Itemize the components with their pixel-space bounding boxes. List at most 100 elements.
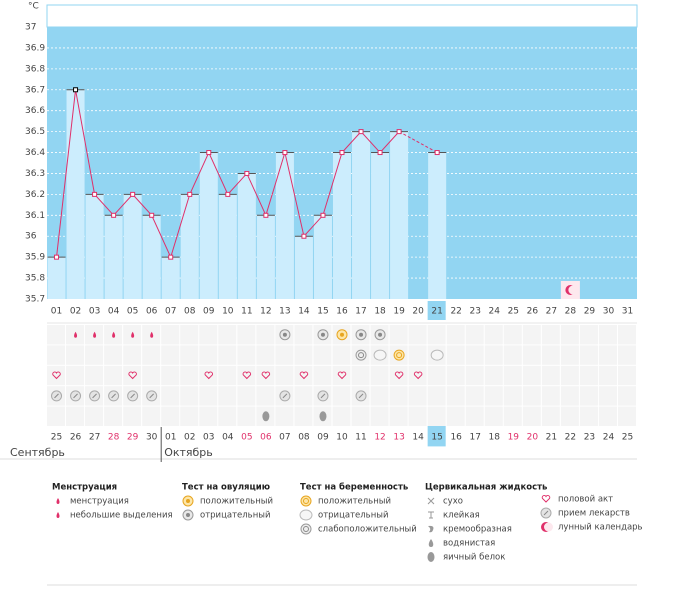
cell	[294, 325, 313, 345]
circle	[393, 349, 405, 361]
cell	[465, 386, 484, 406]
icon-pr-neg	[373, 349, 387, 361]
icon-ov-neg	[317, 329, 329, 341]
stroke	[358, 393, 364, 399]
icon-pill	[317, 390, 329, 402]
icon-pill	[146, 390, 158, 402]
dot	[303, 526, 309, 532]
cell	[332, 345, 351, 365]
icon-ov-neg	[279, 329, 291, 341]
cell	[598, 427, 617, 447]
cell	[522, 345, 541, 365]
icon-pr-pos	[300, 495, 312, 507]
cell	[408, 345, 427, 365]
heart	[541, 495, 551, 503]
x-tick-label: 11	[241, 307, 252, 317]
cell	[275, 345, 294, 365]
cell	[446, 406, 465, 426]
cell	[237, 365, 256, 386]
heart	[242, 371, 252, 380]
bar	[294, 236, 313, 299]
cell	[560, 345, 579, 365]
cell	[104, 406, 123, 426]
icon-cream	[428, 525, 434, 533]
icon-dry	[427, 497, 435, 505]
dot	[186, 499, 190, 503]
today	[427, 426, 446, 447]
date-label: 19	[508, 433, 520, 443]
x-tick-label: 13	[279, 307, 290, 317]
legend-item: положительный	[318, 497, 391, 507]
icon-heart	[242, 371, 252, 380]
cell	[465, 345, 484, 365]
icon-pill	[89, 390, 101, 402]
point	[434, 150, 440, 156]
egg	[427, 552, 435, 562]
x-tick-label: 10	[222, 307, 234, 317]
drop	[112, 331, 116, 338]
cell	[579, 427, 598, 447]
icon-pill	[51, 390, 63, 402]
cell	[370, 406, 389, 426]
cell	[313, 365, 332, 386]
cell	[161, 325, 180, 345]
dot	[320, 332, 325, 337]
bar	[332, 152, 352, 299]
cell	[123, 427, 142, 447]
date-label: 09	[317, 433, 329, 443]
date-label: 21	[546, 433, 557, 443]
date-label: 07	[279, 433, 290, 443]
circle	[300, 523, 312, 535]
cell	[47, 345, 66, 365]
cell	[427, 406, 446, 426]
cell	[237, 325, 256, 345]
cell	[180, 325, 199, 345]
point	[149, 212, 155, 218]
x-tick-label: 30	[603, 307, 615, 317]
stroke	[282, 393, 288, 399]
cell	[541, 345, 560, 365]
cell	[142, 345, 161, 365]
cell	[560, 427, 579, 447]
x-tick-label: 18	[374, 307, 386, 317]
cell	[142, 365, 161, 386]
cell	[47, 325, 66, 345]
bar	[275, 152, 294, 299]
date-label: 20	[527, 433, 539, 443]
cell	[389, 325, 408, 345]
y-tick-label: 35.7	[25, 295, 45, 305]
cell	[541, 386, 560, 406]
cell	[389, 427, 408, 447]
cell	[218, 325, 237, 345]
cell	[161, 427, 180, 447]
cell	[503, 365, 522, 386]
point	[187, 191, 193, 197]
cell	[522, 427, 541, 447]
point	[320, 212, 326, 218]
x-tick-label: 12	[260, 307, 271, 317]
cell	[522, 325, 541, 345]
icon-heart	[261, 371, 271, 380]
date-label: 03	[203, 433, 214, 443]
egg	[319, 411, 327, 422]
cell	[522, 406, 541, 426]
cell	[598, 406, 617, 426]
point	[282, 150, 288, 156]
circle	[430, 349, 444, 361]
cell	[294, 386, 313, 406]
x-tick-label: 20	[412, 307, 424, 317]
circle	[373, 349, 387, 361]
bar	[218, 194, 237, 299]
cell	[446, 345, 465, 365]
cell	[294, 427, 313, 447]
cell	[484, 345, 503, 365]
icon-heart	[299, 371, 309, 380]
heart	[299, 371, 309, 380]
icon-drop	[131, 331, 135, 338]
dot	[359, 332, 364, 337]
cell	[237, 345, 256, 365]
circle	[299, 509, 313, 521]
cell	[313, 427, 332, 447]
y-tick-label: 35.9	[25, 253, 45, 263]
icon-ov-pos	[182, 495, 194, 507]
